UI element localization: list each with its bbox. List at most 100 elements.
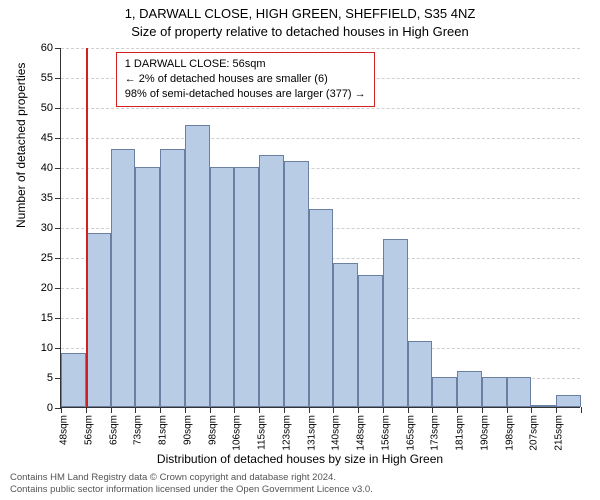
x-tick (581, 407, 582, 413)
chart-title-sub: Size of property relative to detached ho… (0, 24, 600, 39)
y-tick (55, 258, 61, 259)
y-tick (55, 348, 61, 349)
histogram-bar (457, 371, 482, 407)
y-tick (55, 48, 61, 49)
histogram-bar (383, 239, 408, 407)
histogram-bar (210, 167, 235, 407)
x-tick (383, 407, 384, 413)
y-tick (55, 168, 61, 169)
x-tick-label: 98sqm (207, 415, 218, 445)
y-tick-label: 10 (41, 342, 53, 354)
x-tick (556, 407, 557, 413)
footer-line-2: Contains public sector information licen… (10, 484, 373, 496)
x-tick (507, 407, 508, 413)
x-tick-label: 156sqm (380, 415, 391, 451)
x-tick-label: 81sqm (158, 415, 169, 445)
x-tick-label: 123sqm (281, 415, 292, 451)
y-tick (55, 198, 61, 199)
x-tick (210, 407, 211, 413)
x-tick-label: 131sqm (306, 415, 317, 451)
property-size-chart: 1, DARWALL CLOSE, HIGH GREEN, SHEFFIELD,… (0, 0, 600, 500)
x-tick (358, 407, 359, 413)
y-tick-label: 5 (47, 372, 53, 384)
x-tick-label: 181sqm (455, 415, 466, 451)
grid-line (61, 108, 580, 109)
x-tick (482, 407, 483, 413)
annotation-line: 1 DARWALL CLOSE: 56sqm (125, 57, 366, 72)
x-tick (284, 407, 285, 413)
x-tick-label: 148sqm (356, 415, 367, 451)
property-annotation-box: 1 DARWALL CLOSE: 56sqm← 2% of detached h… (116, 52, 375, 107)
y-tick (55, 138, 61, 139)
histogram-bar (408, 341, 433, 407)
x-tick-label: 65sqm (108, 415, 119, 445)
x-tick (160, 407, 161, 413)
y-tick-label: 40 (41, 162, 53, 174)
y-tick-label: 45 (41, 132, 53, 144)
histogram-bar (507, 377, 532, 407)
grid-line (61, 138, 580, 139)
x-tick-label: 198sqm (504, 415, 515, 451)
histogram-bar (86, 233, 111, 407)
y-tick-label: 50 (41, 102, 53, 114)
y-tick-label: 30 (41, 222, 53, 234)
histogram-bar (531, 405, 556, 407)
x-tick (185, 407, 186, 413)
license-footer: Contains HM Land Registry data © Crown c… (10, 472, 373, 496)
x-tick-label: 190sqm (479, 415, 490, 451)
x-tick (333, 407, 334, 413)
histogram-bar (160, 149, 185, 407)
histogram-bar (358, 275, 383, 407)
y-tick-label: 35 (41, 192, 53, 204)
y-tick-label: 15 (41, 312, 53, 324)
chart-title-main: 1, DARWALL CLOSE, HIGH GREEN, SHEFFIELD,… (0, 6, 600, 21)
x-tick-label: 207sqm (529, 415, 540, 451)
x-tick-label: 215sqm (554, 415, 565, 451)
histogram-bar (185, 125, 210, 407)
x-tick (309, 407, 310, 413)
x-tick (259, 407, 260, 413)
y-tick-label: 0 (47, 402, 53, 414)
histogram-bar (135, 167, 160, 407)
x-tick-label: 56sqm (83, 415, 94, 445)
y-tick (55, 108, 61, 109)
histogram-bar (61, 353, 86, 407)
histogram-bar (284, 161, 309, 407)
x-tick-label: 90sqm (182, 415, 193, 445)
x-tick-label: 106sqm (232, 415, 243, 451)
x-tick (432, 407, 433, 413)
x-axis-title: Distribution of detached houses by size … (0, 452, 600, 466)
y-axis-title: Number of detached properties (14, 63, 28, 228)
x-tick-label: 73sqm (133, 415, 144, 445)
y-tick (55, 318, 61, 319)
x-tick (408, 407, 409, 413)
histogram-bar (309, 209, 334, 407)
x-tick (457, 407, 458, 413)
x-tick (531, 407, 532, 413)
x-tick-label: 48sqm (59, 415, 70, 445)
histogram-bar (333, 263, 358, 407)
y-tick-label: 60 (41, 42, 53, 54)
y-tick (55, 288, 61, 289)
y-tick (55, 228, 61, 229)
y-tick (55, 78, 61, 79)
x-tick (135, 407, 136, 413)
x-tick (234, 407, 235, 413)
plot-area: 05101520253035404550556048sqm56sqm65sqm7… (60, 48, 580, 408)
x-tick-label: 165sqm (405, 415, 416, 451)
annotation-line: ← 2% of detached houses are smaller (6) (125, 72, 366, 87)
x-tick (86, 407, 87, 413)
x-tick-label: 140sqm (331, 415, 342, 451)
x-tick (111, 407, 112, 413)
property-marker-line (86, 48, 88, 407)
footer-line-1: Contains HM Land Registry data © Crown c… (10, 472, 373, 484)
x-tick-label: 173sqm (430, 415, 441, 451)
histogram-bar (259, 155, 284, 407)
x-tick (61, 407, 62, 413)
grid-line (61, 48, 580, 49)
histogram-bar (111, 149, 136, 407)
x-tick-label: 115sqm (257, 415, 268, 450)
histogram-bar (432, 377, 457, 407)
histogram-bar (234, 167, 259, 407)
y-tick-label: 25 (41, 252, 53, 264)
